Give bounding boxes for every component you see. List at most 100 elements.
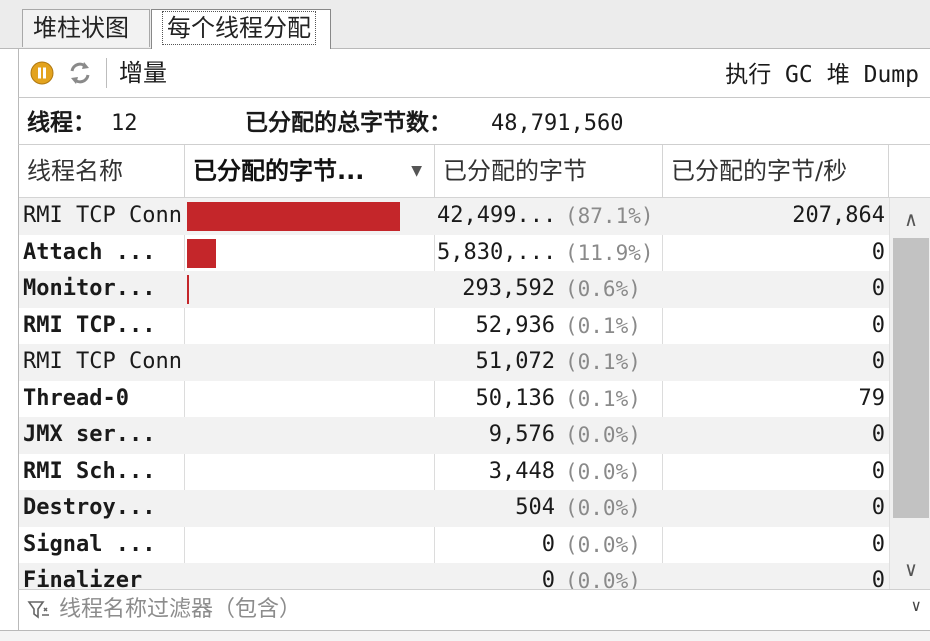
tab-label: 堆柱状图 <box>33 14 129 42</box>
bottom-border <box>0 630 930 641</box>
table-row[interactable]: RMI TCP Conn 51,072 (0.1%) 0 <box>19 344 889 381</box>
allocated-bytes-cell: 504 <box>515 495 555 520</box>
vertical-scrollbar[interactable]: ∧ ∨ <box>889 198 930 590</box>
thread-count-value: 12 <box>111 111 138 136</box>
allocated-bytes-cell: 0 <box>541 531 555 557</box>
thread-name-cell: Monitor... <box>23 276 156 301</box>
table-row[interactable]: Monitor... 293,592 (0.6%) 0 <box>19 271 889 308</box>
bytes-per-second-cell: 79 <box>858 385 886 411</box>
table-body: RMI TCP Conn 42,499... (87.1%) 207,864 Attac… <box>19 198 889 590</box>
pause-icon[interactable] <box>29 60 55 86</box>
allocated-bytes-cell: 52,936 <box>475 312 555 338</box>
heap-dump-button[interactable]: 堆 Dump <box>826 62 919 88</box>
table-header: 线程名称 已分配的字节... ▼ 已分配的字节 已分配的字节/秒 <box>19 145 930 198</box>
allocation-bar <box>187 238 217 268</box>
allocation-bar <box>187 275 189 304</box>
summary-bar: 线程： 12 已分配的总字节数： 48,791,560 <box>18 98 930 144</box>
allocated-percent-cell: (0.0%) <box>565 459 641 484</box>
filter-icon[interactable] <box>27 599 51 621</box>
column-header-allocated-bytes[interactable]: 已分配的字节 <box>435 145 663 197</box>
tab-label: 每个线程分配 <box>162 11 316 45</box>
scroll-up-icon[interactable]: ∧ <box>904 207 918 231</box>
toolbar-separator <box>106 58 107 88</box>
bytes-per-second-cell: 0 <box>871 531 885 557</box>
run-gc-button[interactable]: 执行 GC <box>725 62 813 88</box>
toolbar-actions: 执行 GC 堆 Dump <box>711 57 919 93</box>
filter-bar: ∨ <box>18 589 930 630</box>
thread-name-cell: Attach ... <box>23 239 156 265</box>
thread-name-cell: RMI TCP Conn <box>23 203 182 228</box>
thread-name-cell: Destroy... <box>23 495 156 520</box>
thread-name-cell: RMI TCP Conn <box>23 349 182 374</box>
thread-name-cell: Signal ... <box>23 531 156 557</box>
allocation-bar-cell <box>187 235 431 271</box>
chevron-down-icon[interactable]: ∨ <box>911 596 921 615</box>
thread-name-cell: Finalizer <box>23 568 143 590</box>
thread-count-label: 线程： <box>27 110 96 136</box>
thread-name-filter-input[interactable] <box>59 592 899 626</box>
bytes-per-second-cell: 0 <box>871 239 885 265</box>
total-allocated-label: 已分配的总字节数： <box>245 110 452 136</box>
allocated-bytes-cell: 51,072 <box>475 349 555 374</box>
tab-strip: 堆柱状图 每个线程分配 <box>0 0 930 49</box>
table-row[interactable]: RMI TCP... 52,936 (0.1%) 0 <box>19 308 889 345</box>
allocation-bar-cell <box>187 417 431 453</box>
allocation-bar-cell <box>187 271 431 307</box>
bytes-per-second-cell: 0 <box>871 458 885 484</box>
allocated-percent-cell: (0.1%) <box>565 313 641 338</box>
allocated-percent-cell: (0.0%) <box>565 532 641 557</box>
allocation-bar-cell <box>187 527 431 563</box>
column-header-thread-name[interactable]: 线程名称 <box>19 145 185 197</box>
allocated-bytes-cell: 42,499... <box>437 203 555 228</box>
bytes-per-second-cell: 0 <box>871 312 885 338</box>
bytes-per-second-cell: 0 <box>871 568 885 590</box>
allocated-bytes-cell: 50,136 <box>475 385 555 411</box>
table-row[interactable]: Signal ... 0 (0.0%) 0 <box>19 527 889 564</box>
table-row[interactable]: Destroy... 504 (0.0%) 0 <box>19 490 889 527</box>
scroll-down-icon[interactable]: ∨ <box>904 557 918 581</box>
scrollbar-thumb[interactable] <box>893 238 929 518</box>
thread-name-cell: Thread-0 <box>23 385 129 411</box>
bytes-per-second-cell: 0 <box>871 276 885 301</box>
allocated-percent-cell: (0.0%) <box>565 496 641 520</box>
bytes-per-second-cell: 0 <box>871 349 885 374</box>
table-row[interactable]: Attach ... 5,830,... (11.9%) 0 <box>19 235 889 272</box>
tab-heap-histogram[interactable]: 堆柱状图 <box>22 9 150 47</box>
allocated-bytes-cell: 293,592 <box>462 276 555 301</box>
allocation-bar-cell <box>187 381 431 417</box>
bytes-per-second-cell: 0 <box>871 422 885 447</box>
table-row[interactable]: RMI TCP Conn 42,499... (87.1%) 207,864 <box>19 198 889 235</box>
allocated-bytes-cell: 9,576 <box>488 422 555 447</box>
column-header-allocated-bar[interactable]: 已分配的字节... ▼ <box>185 145 435 197</box>
total-allocated-value: 48,791,560 <box>491 111 624 136</box>
allocation-bar-cell <box>187 490 431 526</box>
allocated-percent-cell: (87.1%) <box>565 204 654 228</box>
thread-name-cell: RMI TCP... <box>23 312 156 338</box>
table-row[interactable]: RMI Sch... 3,448 (0.0%) 0 <box>19 454 889 491</box>
allocated-percent-cell: (0.1%) <box>565 350 641 374</box>
delta-toggle[interactable]: 增量 <box>119 59 167 87</box>
allocation-bar-cell <box>187 454 431 490</box>
tab-per-thread-allocation[interactable]: 每个线程分配 <box>151 9 331 49</box>
allocated-bytes-cell: 5,830,... <box>437 239 555 265</box>
allocated-percent-cell: (11.9%) <box>565 240 654 265</box>
allocated-percent-cell: (0.6%) <box>565 277 641 301</box>
toolbar: 增量 执行 GC 堆 Dump <box>18 49 930 98</box>
thread-name-cell: JMX ser... <box>23 422 156 447</box>
column-header-bytes-per-second[interactable]: 已分配的字节/秒 <box>663 145 889 197</box>
table-row[interactable]: Thread-0 50,136 (0.1%) 79 <box>19 381 889 418</box>
bytes-per-second-cell: 207,864 <box>792 203 885 228</box>
thread-allocation-table: 线程名称 已分配的字节... ▼ 已分配的字节 已分配的字节/秒 RMI TCP… <box>18 144 930 590</box>
sort-desc-icon: ▼ <box>411 163 422 179</box>
table-row[interactable]: Finalizer 0 (0.0%) 0 <box>19 563 889 590</box>
allocated-percent-cell: (0.0%) <box>565 569 641 590</box>
refresh-icon[interactable] <box>67 60 93 86</box>
allocated-bytes-cell: 0 <box>541 568 555 590</box>
allocated-percent-cell: (0.0%) <box>565 423 641 447</box>
bytes-per-second-cell: 0 <box>871 495 885 520</box>
allocation-bar-cell <box>187 198 431 234</box>
table-row[interactable]: JMX ser... 9,576 (0.0%) 0 <box>19 417 889 454</box>
allocation-bar <box>187 202 400 231</box>
allocation-bar-cell <box>187 344 431 380</box>
allocation-bar-cell <box>187 308 431 344</box>
